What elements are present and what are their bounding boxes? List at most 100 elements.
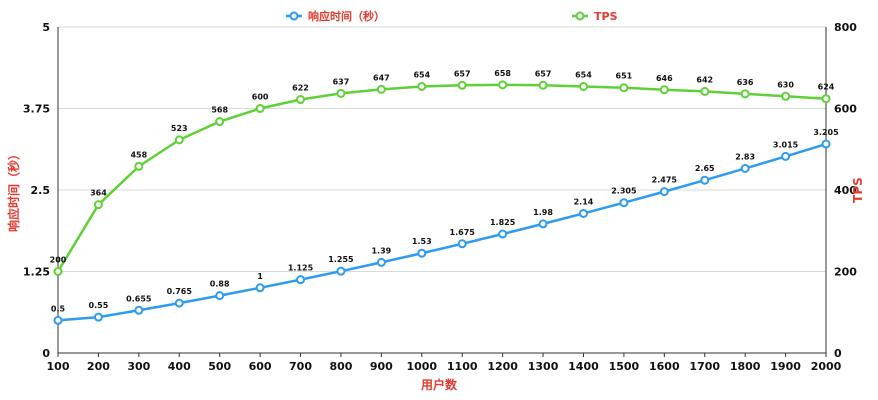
tps-point[interactable] (538, 80, 548, 90)
data-labels-layer: 0.5 0.55 0.655 0.765 0.88 1 1.125 1.255 1.39 1.53… (50, 69, 839, 314)
tps-data-label: 622 (292, 84, 309, 93)
response-time-point[interactable] (457, 239, 467, 249)
right-y-tick-label: 600 (834, 103, 857, 116)
response-time-point[interactable] (578, 208, 588, 218)
response-time-point[interactable] (740, 163, 750, 173)
left-y-tick-label: 1.25 (23, 266, 50, 279)
x-tick-label: 1700 (689, 360, 720, 373)
tps-series-line (56, 83, 828, 273)
tps-data-label: 636 (737, 78, 754, 87)
tps-point[interactable] (215, 117, 225, 127)
tps-point[interactable] (93, 200, 103, 210)
x-tick-label: 1000 (406, 360, 437, 373)
response-time-point[interactable] (619, 198, 629, 208)
response-time-point[interactable] (255, 283, 265, 293)
tps-data-label: 657 (454, 69, 471, 78)
tps-point[interactable] (296, 95, 306, 105)
left-y-axis-ticks: 0 1.25 2.5 3.75 5 (23, 21, 50, 360)
response-time-data-label: 2.305 (611, 187, 637, 196)
tps-point[interactable] (417, 81, 427, 91)
left-y-axis-title: 响应时间（秒） (6, 148, 21, 232)
tps-point[interactable] (740, 89, 750, 99)
series-layer (53, 80, 831, 325)
x-tick-label: 500 (208, 360, 231, 373)
response-time-point[interactable] (781, 151, 791, 161)
right-y-axis-title: TPS (851, 177, 865, 203)
legend-item-response-time[interactable]: 响应时间（秒） (286, 9, 385, 23)
response-time-point[interactable] (538, 219, 548, 229)
response-time-data-label: 1.98 (533, 208, 553, 217)
response-time-point[interactable] (376, 257, 386, 267)
response-time-point[interactable] (134, 305, 144, 315)
x-tick-label: 300 (127, 360, 150, 373)
x-tick-label: 700 (289, 360, 312, 373)
tps-data-label: 523 (171, 124, 188, 133)
tps-point[interactable] (781, 91, 791, 101)
response-time-data-label: 0.88 (210, 280, 230, 289)
right-y-tick-label: 400 (834, 184, 857, 197)
legend-marker-tps (575, 11, 585, 21)
tps-point[interactable] (336, 88, 346, 98)
response-time-data-label: 3.205 (813, 128, 839, 137)
response-time-point[interactable] (417, 248, 427, 258)
response-time-data-label: 1.255 (328, 255, 354, 264)
response-time-point[interactable] (93, 312, 103, 322)
response-time-data-label: 1 (257, 272, 263, 281)
legend-label-response-time: 响应时间（秒） (308, 9, 385, 23)
tps-data-label: 654 (413, 70, 430, 79)
left-y-tick-label: 0 (42, 347, 50, 360)
tps-point[interactable] (498, 80, 508, 90)
right-y-tick-label: 800 (834, 21, 857, 34)
tps-point[interactable] (174, 135, 184, 145)
tps-point[interactable] (255, 104, 265, 113)
x-tick-label: 1300 (528, 360, 559, 373)
x-tick-label: 1500 (609, 360, 640, 373)
response-time-data-label: 1.39 (371, 246, 391, 255)
legend-marker-response-time (289, 11, 299, 21)
x-tick-label: 1200 (487, 360, 518, 373)
response-time-data-label: 1.825 (490, 218, 516, 227)
response-time-point[interactable] (659, 187, 669, 197)
tps-point[interactable] (700, 86, 710, 96)
response-time-data-label: 0.5 (51, 304, 66, 313)
response-time-point[interactable] (53, 315, 63, 325)
response-time-point[interactable] (821, 139, 831, 149)
x-tick-label: 800 (329, 360, 352, 373)
tps-data-label: 458 (130, 150, 147, 159)
response-time-data-label: 2.475 (652, 176, 678, 185)
x-tick-label: 1900 (770, 360, 801, 373)
x-axis-ticks: 100 200 300 400 500 600 700 800 900 1000 1100 1200 1… (47, 353, 842, 373)
right-y-tick-label: 200 (834, 266, 857, 279)
tps-data-label: 630 (777, 80, 794, 89)
legend-item-tps[interactable]: TPS (572, 10, 618, 23)
tps-data-label: 651 (616, 72, 633, 81)
tps-point[interactable] (821, 94, 831, 104)
response-time-data-label: 2.14 (574, 197, 594, 206)
response-time-point[interactable] (336, 266, 346, 276)
tps-point[interactable] (376, 84, 386, 94)
response-time-point[interactable] (296, 275, 306, 285)
x-tick-label: 1800 (730, 360, 761, 373)
response-time-point[interactable] (498, 229, 508, 239)
response-time-data-label: 2.83 (735, 152, 755, 161)
tps-point[interactable] (134, 161, 144, 171)
tps-point[interactable] (619, 83, 629, 93)
right-y-tick-label: 0 (834, 347, 842, 360)
left-y-tick-label: 2.5 (31, 184, 51, 197)
response-time-data-label: 0.765 (167, 287, 193, 296)
tps-data-label: 364 (90, 189, 107, 198)
tps-data-label: 654 (575, 70, 592, 79)
tps-point[interactable] (53, 267, 63, 276)
response-time-point[interactable] (174, 298, 184, 308)
tps-point[interactable] (457, 80, 467, 90)
tps-point[interactable] (659, 85, 669, 95)
tps-data-label: 568 (211, 106, 228, 115)
response-time-point[interactable] (700, 175, 710, 185)
response-time-data-label: 1.53 (412, 237, 432, 246)
x-axis-title: 用户数 (420, 377, 458, 392)
tps-point[interactable] (578, 81, 588, 91)
x-tick-label: 600 (249, 360, 272, 373)
response-time-point[interactable] (215, 291, 225, 301)
response-time-series-line (56, 142, 828, 322)
